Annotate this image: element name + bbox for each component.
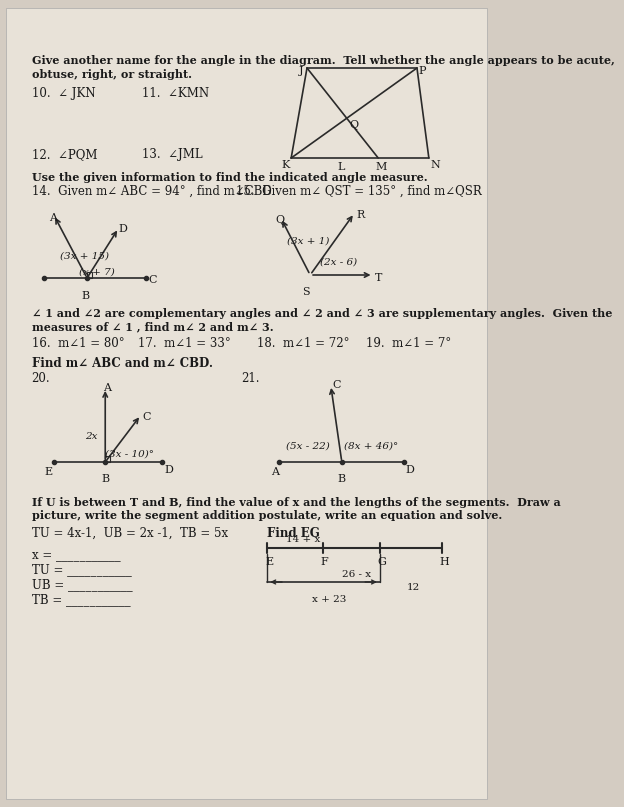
Text: Q: Q: [349, 120, 358, 130]
Text: D: D: [119, 224, 127, 234]
Text: H: H: [439, 557, 449, 567]
Text: D: D: [406, 465, 415, 475]
Text: 10.  ∠ JKN: 10. ∠ JKN: [32, 87, 95, 100]
Text: Give another name for the angle in the diagram.  Tell whether the angle appears : Give another name for the angle in the d…: [32, 55, 615, 66]
Text: J: J: [299, 66, 304, 76]
Text: D: D: [165, 465, 173, 475]
Text: measures of ∠ 1 , find m∠ 2 and m∠ 3.: measures of ∠ 1 , find m∠ 2 and m∠ 3.: [32, 321, 273, 332]
Text: 20.: 20.: [32, 372, 51, 385]
Text: A: A: [49, 213, 57, 223]
Text: (8x + 46)°: (8x + 46)°: [344, 442, 399, 451]
Text: (3x + 15): (3x + 15): [60, 252, 109, 261]
Text: 12.  ∠PQM: 12. ∠PQM: [32, 148, 97, 161]
Text: S: S: [302, 287, 310, 297]
Text: A: A: [103, 383, 111, 393]
Text: picture, write the segment addition postulate, write an equation and solve.: picture, write the segment addition post…: [32, 510, 502, 521]
Text: obtuse, right, or straight.: obtuse, right, or straight.: [32, 69, 192, 80]
Text: A: A: [271, 467, 278, 477]
Text: E: E: [265, 557, 273, 567]
Text: 14.  Given m∠ ABC = 94° , find m∠CBD: 14. Given m∠ ABC = 94° , find m∠CBD: [32, 185, 271, 198]
Text: (2x - 6): (2x - 6): [321, 258, 358, 267]
Text: E: E: [44, 467, 52, 477]
Text: UB = ___________: UB = ___________: [32, 578, 132, 591]
Text: TU = ___________: TU = ___________: [32, 563, 132, 576]
Text: 12: 12: [407, 583, 420, 592]
Text: 21.: 21.: [241, 372, 260, 385]
Text: Use the given information to find the indicated angle measure.: Use the given information to find the in…: [32, 172, 427, 183]
Text: C: C: [148, 275, 157, 285]
Text: C: C: [333, 380, 341, 390]
Text: ∠ 1 and ∠2 are complementary angles and ∠ 2 and ∠ 3 are supplementary angles.  G: ∠ 1 and ∠2 are complementary angles and …: [32, 308, 612, 319]
Text: 13.  ∠JML: 13. ∠JML: [142, 148, 203, 161]
Text: 18.  m∠1 = 72°: 18. m∠1 = 72°: [257, 337, 349, 350]
Text: N: N: [431, 160, 440, 170]
Text: G: G: [378, 557, 386, 567]
FancyBboxPatch shape: [6, 8, 487, 799]
Text: TB = ___________: TB = ___________: [32, 593, 130, 606]
Text: x = ___________: x = ___________: [32, 548, 120, 561]
Text: 26 - x: 26 - x: [342, 570, 371, 579]
Text: B: B: [101, 474, 109, 484]
Text: 14 + x: 14 + x: [286, 535, 320, 544]
Text: Find EG: Find EG: [268, 527, 320, 540]
Text: (3x + 1): (3x + 1): [287, 237, 329, 246]
Text: B: B: [338, 474, 346, 484]
Text: P: P: [419, 66, 426, 76]
Text: x + 23: x + 23: [312, 595, 346, 604]
Text: 11.  ∠KMN: 11. ∠KMN: [142, 87, 210, 100]
Text: (5x - 22): (5x - 22): [286, 442, 330, 451]
Text: T: T: [375, 273, 383, 283]
Text: Find m∠ ABC and m∠ CBD.: Find m∠ ABC and m∠ CBD.: [32, 357, 213, 370]
Text: C: C: [142, 412, 151, 422]
Text: R: R: [356, 210, 364, 220]
Text: (x + 7): (x + 7): [79, 268, 115, 277]
Text: B: B: [82, 291, 90, 301]
Text: 17.  m∠1 = 33°: 17. m∠1 = 33°: [139, 337, 232, 350]
Text: 16.  m∠1 = 80°: 16. m∠1 = 80°: [32, 337, 124, 350]
Text: If U is between T and B, find the value of x and the lengths of the segments.  D: If U is between T and B, find the value …: [32, 497, 560, 508]
Text: K: K: [281, 160, 290, 170]
Text: L: L: [338, 162, 345, 172]
Text: F: F: [321, 557, 328, 567]
Text: 19.  m∠1 = 7°: 19. m∠1 = 7°: [366, 337, 452, 350]
Text: M: M: [376, 162, 388, 172]
Text: (3x - 10)°: (3x - 10)°: [105, 450, 154, 459]
Text: 15.  Given m∠ QST = 135° , find m∠QSR: 15. Given m∠ QST = 135° , find m∠QSR: [236, 185, 482, 198]
Text: TU = 4x-1,  UB = 2x -1,  TB = 5x: TU = 4x-1, UB = 2x -1, TB = 5x: [32, 527, 228, 540]
Text: Q: Q: [275, 215, 285, 225]
Text: 2x: 2x: [85, 432, 98, 441]
